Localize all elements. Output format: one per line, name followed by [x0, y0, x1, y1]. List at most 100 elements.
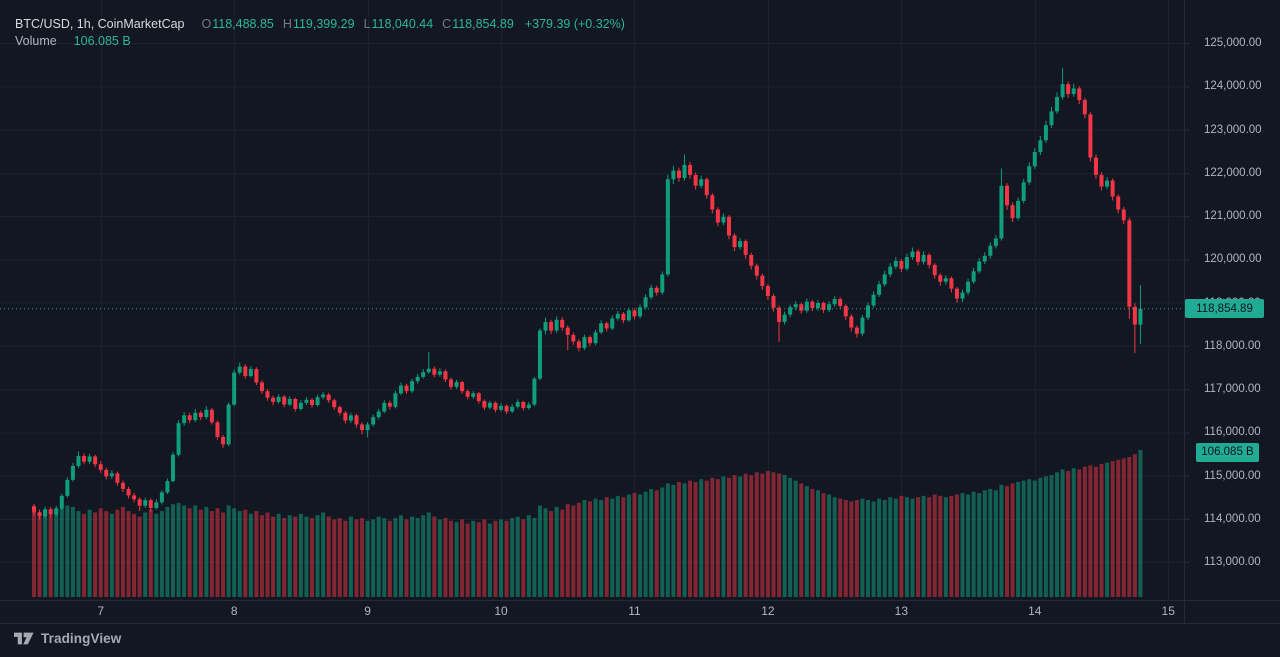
volume-bar: [1043, 476, 1048, 597]
candle-body: [209, 409, 214, 423]
volume-bar: [649, 488, 654, 597]
volume-bar: [410, 516, 415, 597]
volume-bar: [454, 522, 459, 597]
candle-body: [37, 512, 42, 517]
volume-bar: [571, 505, 576, 597]
legend-open: O118,488.85: [202, 16, 274, 33]
volume-bar: [265, 512, 270, 597]
candle-body: [187, 415, 192, 421]
legend-high: H119,399.29: [283, 16, 355, 33]
candle-body: [487, 402, 492, 408]
candle-body: [799, 304, 804, 311]
candle-body: [1066, 84, 1071, 95]
tradingview-logo-icon: [14, 632, 34, 645]
candle-body: [649, 287, 654, 298]
candle-body: [254, 369, 259, 383]
candle-body: [1027, 166, 1032, 183]
volume-bar: [693, 481, 698, 597]
candle-body: [732, 235, 737, 248]
candle-body: [115, 473, 120, 483]
candle-body: [276, 396, 281, 402]
candle-body: [493, 402, 498, 410]
volume-bar: [221, 512, 226, 597]
last-volume-label: 106.085 B: [1196, 442, 1259, 462]
volume-bar: [638, 494, 643, 597]
candle-body: [1093, 157, 1098, 175]
candle-body: [699, 179, 704, 186]
candle-body: [654, 287, 659, 293]
candle-body: [1099, 174, 1104, 187]
volume-bar: [671, 484, 676, 597]
volume-bar: [1127, 457, 1132, 597]
volume-bar: [504, 520, 509, 597]
volume-bar: [1121, 458, 1126, 597]
candle-body: [838, 299, 843, 306]
volume-bar: [1099, 463, 1104, 597]
volume-bar: [665, 483, 670, 597]
volume-bar: [398, 515, 403, 597]
volume-bar: [104, 511, 109, 597]
volume-bar: [1010, 483, 1015, 597]
volume-bar: [804, 486, 809, 597]
candle-body: [610, 318, 615, 329]
volume-bar: [332, 519, 337, 597]
candle-body: [565, 327, 570, 335]
volume-bar: [588, 501, 592, 597]
candle-body: [849, 316, 854, 328]
candle-body: [126, 488, 131, 496]
volume-bar: [343, 520, 348, 597]
volume-bar: [960, 493, 965, 597]
price-tick-label: 120,000.00: [1204, 253, 1262, 266]
volume-bar: [899, 495, 904, 597]
candle-body: [159, 492, 164, 503]
volume-bar: [76, 511, 81, 597]
candle-body: [643, 297, 648, 308]
candle-body: [137, 499, 142, 506]
volume-bar: [771, 472, 776, 597]
candle-body: [954, 288, 959, 299]
volume-bar: [354, 519, 359, 597]
candle-body: [866, 305, 870, 318]
volume-bar: [143, 512, 148, 597]
volume-label[interactable]: Volume: [15, 34, 57, 48]
volume-bar: [565, 504, 570, 597]
candle-body: [765, 286, 770, 297]
volume-bar: [966, 494, 971, 597]
candle-body: [243, 366, 248, 377]
volume-bar: [482, 519, 487, 597]
volume-bar: [554, 506, 559, 597]
volume-bar: [754, 472, 759, 597]
volume-bar: [159, 511, 164, 597]
candle-body: [576, 341, 581, 348]
candle-body: [688, 164, 693, 175]
candle-body: [1060, 84, 1065, 98]
candle-body: [932, 264, 937, 276]
volume-bar: [927, 497, 932, 597]
candle-body: [599, 323, 604, 333]
volume-bar: [1132, 454, 1137, 597]
symbol-title[interactable]: BTC/USD, 1h, CoinMarketCap: [15, 17, 185, 31]
legend-close: C118,854.89: [442, 16, 514, 33]
volume-bar: [93, 512, 98, 597]
candle-body: [354, 415, 359, 425]
candle-body: [282, 396, 287, 405]
price-tick-label: 118,000.00: [1204, 339, 1261, 352]
volume-bar: [932, 494, 937, 597]
price-tick-label: 125,000.00: [1204, 37, 1262, 49]
candle-body: [621, 313, 626, 321]
volume-bar: [1038, 477, 1043, 597]
candle-body: [943, 278, 948, 282]
candle-body: [771, 296, 776, 308]
candle-body: [337, 407, 342, 413]
volume-bar: [382, 518, 387, 597]
candle-body: [660, 274, 665, 293]
candle-body: [715, 209, 720, 223]
candle-body: [1105, 180, 1110, 187]
volume-bar: [1049, 475, 1054, 597]
candle-body: [471, 393, 476, 397]
time-tick-label: 14: [1028, 604, 1042, 618]
legend-symbol-row: BTC/USD, 1h, CoinMarketCap O118,488.85 H…: [15, 16, 625, 33]
tradingview-logo[interactable]: TradingView: [14, 631, 121, 646]
candle-body: [454, 382, 459, 387]
